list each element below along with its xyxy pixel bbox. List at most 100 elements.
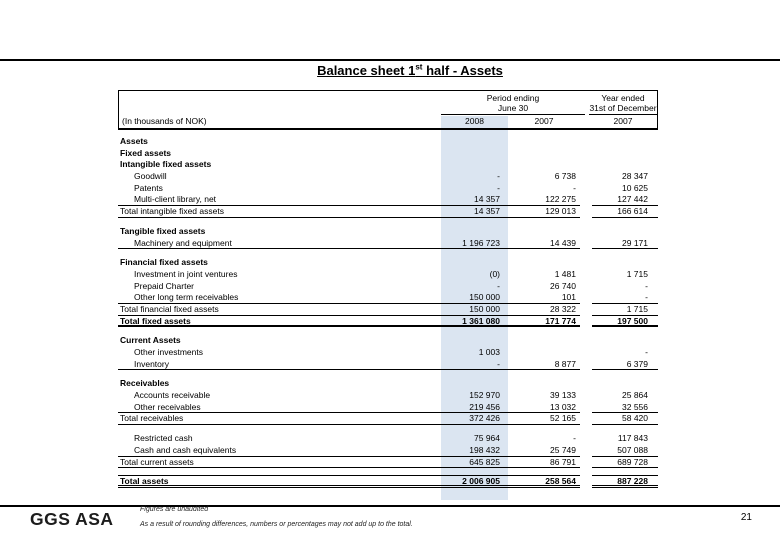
table-body: Assets Fixed assets Intangible fixed asset… <box>118 136 658 488</box>
row-label: Goodwill <box>134 171 167 182</box>
value-2007: 13 032 <box>508 402 580 414</box>
value-year-end: 6 379 <box>592 359 658 371</box>
row-label: Prepaid Charter <box>134 280 195 291</box>
row-label: Intangible fixed assets <box>120 159 212 170</box>
row-label: Accounts receivable <box>134 390 211 401</box>
table-row: Multi-client library, net 14 357 122 275 12… <box>118 194 658 207</box>
value-year-end <box>592 249 658 257</box>
value-year-end <box>592 425 658 433</box>
table-row: Inventory -8 877 6 379 <box>118 359 658 371</box>
value-2008 <box>441 218 508 226</box>
column-gap <box>580 238 592 250</box>
value-year-end: 58 420 <box>592 413 658 426</box>
value-2008: 150 000 <box>441 292 508 304</box>
row-label: Financial fixed assets <box>120 257 208 268</box>
table-row: Total assets 2 006 905 258 564 887 228 <box>118 476 658 488</box>
footnote-unaudited: Figures are unaudited <box>140 506 209 513</box>
table-row: Other receivables 219 456 13 032 32 556 <box>118 402 658 414</box>
column-gap <box>580 226 592 238</box>
value-2008 <box>441 136 508 148</box>
spacer-row <box>118 218 658 226</box>
table-row: Total intangible fixed assets 14 357 129 0… <box>118 206 658 218</box>
value-year-end: 29 171 <box>592 238 658 250</box>
top-rule <box>0 59 780 61</box>
value-2008: 1 003 <box>478 347 500 357</box>
value-2007: - <box>573 182 576 193</box>
value-year-end: - <box>645 347 648 357</box>
table-row: Accounts receivable 152 970 39 133 25 864 <box>118 390 658 402</box>
column-gap <box>580 316 592 328</box>
table-row: Total receivables 372 426 52 165 58 420 <box>118 413 658 426</box>
title-part1: Balance sheet 1 <box>317 63 416 79</box>
value-year-end <box>592 136 658 148</box>
column-gap <box>580 327 592 335</box>
table-row: Tangible fixed assets <box>118 226 658 238</box>
value-2008: 150 000 <box>441 304 508 316</box>
column-gap <box>580 457 592 469</box>
table-row: Investment in joint ventures (0) 1 481 1 71… <box>118 269 658 281</box>
row-label <box>118 468 441 477</box>
table-row: Prepaid Charter - 26 740 - <box>118 281 658 293</box>
footer-rule <box>0 505 780 507</box>
value-2008: (0) <box>489 268 500 279</box>
column-gap <box>580 304 592 316</box>
table-row: Goodwill - 6 738 28 347 <box>118 171 658 183</box>
row-label: Patents <box>134 182 163 193</box>
value-2008 <box>441 425 508 433</box>
page-number: 21 <box>740 512 752 523</box>
value-2007: 26 740 <box>550 280 576 291</box>
value-2008 <box>441 327 508 335</box>
row-label: Investment in joint ventures <box>134 268 238 279</box>
table-row: Total current assets 645 825 86 791 689 728 <box>118 457 658 469</box>
value-2007: 6 738 <box>554 171 576 182</box>
value-2007 <box>508 159 580 171</box>
period-ending-line2: June 30 <box>497 102 529 113</box>
column-gap <box>580 292 592 304</box>
column-gap <box>580 433 592 445</box>
value-2007: 258 564 <box>508 476 580 488</box>
table-header: Period ending June 30 Year ended 31st of… <box>118 90 658 130</box>
value-2008: 372 426 <box>441 413 508 426</box>
value-2007 <box>508 249 580 257</box>
table-row: Intangible fixed assets <box>118 159 658 171</box>
table-row: Restricted cash 75 964 - 117 843 <box>118 433 658 445</box>
table-row: Current Assets <box>118 335 658 347</box>
value-2008 <box>441 159 508 171</box>
row-label: Machinery and equipment <box>118 238 441 250</box>
value-year-end <box>592 468 658 477</box>
column-gap <box>580 445 592 457</box>
table-row: Financial fixed assets <box>118 257 658 269</box>
value-2008 <box>441 468 508 477</box>
footnote-rounding: As a result of rounding differences, num… <box>140 521 413 528</box>
value-year-end: 32 556 <box>592 402 658 414</box>
value-2008 <box>441 257 508 269</box>
value-year-end: 689 728 <box>592 457 658 469</box>
row-label: Total fixed assets <box>118 316 441 328</box>
table-row: Receivables <box>118 378 658 390</box>
column-gap <box>580 183 592 195</box>
row-label: Inventory <box>118 359 441 371</box>
value-year-end: 197 500 <box>592 316 658 328</box>
period-ending-header: Period ending June 30 <box>441 93 585 115</box>
year-col-2007-period: 2007 <box>534 116 554 126</box>
title-part2: half - Assets <box>422 63 503 79</box>
table-row: Machinery and equipment 1 196 723 14 439 29… <box>118 238 658 250</box>
value-year-end: 25 864 <box>622 390 648 401</box>
row-label <box>118 218 441 226</box>
column-gap <box>580 249 592 257</box>
year-ended-line2: 31st of December <box>589 102 657 113</box>
value-2007: 52 165 <box>508 413 580 426</box>
table-row: Total financial fixed assets 150 000 28 32… <box>118 304 658 316</box>
value-2008 <box>441 378 508 390</box>
value-year-end <box>592 370 658 378</box>
row-label <box>118 249 441 257</box>
table-row: Cash and cash equivalents 198 432 25 749 50… <box>118 445 658 457</box>
column-gap <box>580 425 592 433</box>
column-gap <box>580 218 592 226</box>
value-2007: 1 481 <box>554 268 576 279</box>
row-label: Current Assets <box>120 335 181 346</box>
row-label: Total assets <box>118 476 441 488</box>
column-gap <box>580 159 592 171</box>
value-2007: 86 791 <box>508 457 580 469</box>
value-2007 <box>508 335 580 347</box>
